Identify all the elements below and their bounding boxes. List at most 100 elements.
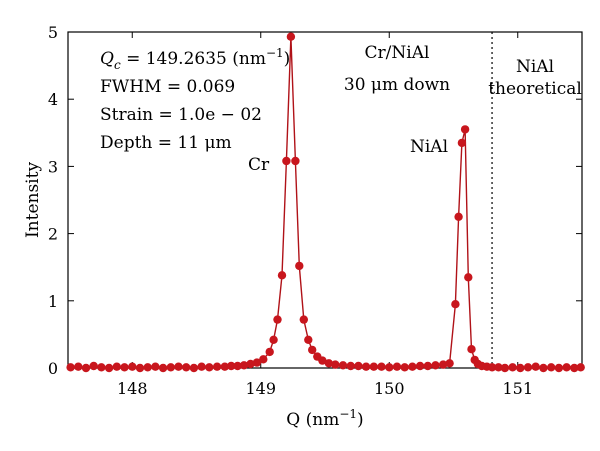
data-point [151, 362, 160, 371]
data-point [467, 345, 476, 354]
data-point [354, 361, 363, 371]
data-point [562, 363, 571, 372]
x-tick-label: 151 [502, 379, 533, 398]
annotation-qc-value: = 149.2635 (nm [121, 49, 266, 69]
data-point [464, 273, 473, 282]
annotation-qc-label: Q [100, 49, 114, 69]
data-point [369, 362, 378, 371]
data-point [128, 362, 137, 371]
data-point [197, 362, 206, 371]
annotation-qc: Qc = 149.2635 (nm−1) [100, 46, 290, 72]
data-point [408, 362, 417, 371]
data-point [239, 361, 249, 370]
data-point [539, 363, 548, 373]
annotation-crnial-line2: 30 μm down [344, 75, 450, 95]
data-point [259, 355, 268, 364]
y-tick-label: 0 [48, 359, 58, 378]
data-point [304, 335, 313, 344]
data-point [97, 363, 106, 372]
data-point [273, 315, 282, 324]
data-point [385, 363, 394, 372]
data-point [135, 363, 145, 373]
data-point [269, 335, 278, 344]
data-point [233, 361, 242, 371]
data-point [277, 271, 287, 280]
annotation-nial: NiAl [410, 137, 448, 157]
annotation-strain: Strain = 1.0e − 02 [100, 105, 262, 125]
data-point [494, 363, 503, 372]
data-point [158, 363, 168, 373]
y-tick-label: 4 [48, 90, 58, 109]
data-point [299, 315, 308, 324]
data-point [74, 362, 83, 371]
data-point [212, 362, 222, 371]
data-point [66, 363, 75, 372]
data-point [291, 156, 300, 166]
data-point [554, 363, 564, 373]
data-point [346, 361, 355, 371]
data-point [120, 363, 129, 372]
annotation-qc-sub: c [114, 58, 121, 72]
data-point [246, 359, 255, 369]
data-point [282, 156, 291, 166]
data-point [451, 300, 460, 309]
data-point [89, 361, 98, 371]
annotation-depth: Depth = 11 μm [100, 133, 232, 153]
annotation-fwhm: FWHM = 0.069 [100, 77, 235, 97]
data-point [361, 362, 371, 371]
data-point [174, 362, 183, 371]
data-point [415, 361, 425, 371]
data-point [531, 362, 540, 371]
data-point [392, 362, 402, 371]
data-point [104, 363, 114, 373]
data-point [400, 363, 409, 372]
x-axis-title-sup: −1 [339, 407, 357, 421]
data-point [182, 363, 191, 372]
data-points [66, 32, 585, 373]
data-point [570, 363, 579, 373]
data-point [439, 360, 448, 369]
annotation-theory-line2: theoretical [488, 79, 582, 99]
x-axis-title-text: Q (nm [286, 410, 339, 430]
y-tick-label: 2 [48, 225, 58, 244]
data-point [523, 363, 533, 372]
data-point [205, 363, 214, 372]
x-axis-title-close: ) [357, 410, 364, 430]
data-point [318, 356, 327, 365]
data-point [500, 363, 510, 373]
annotation-crnial-line1: Cr/NiAl [365, 43, 430, 63]
data-point [338, 361, 348, 370]
annotation-cr: Cr [248, 155, 270, 175]
data-point [252, 358, 262, 367]
y-axis-title: Intensity [23, 162, 43, 238]
annotation-theory-line1: NiAl [516, 57, 554, 77]
y-tick-label: 3 [48, 157, 58, 176]
data-point [308, 345, 317, 355]
data-point [189, 363, 199, 373]
plot-frame [67, 31, 583, 369]
data-point [295, 261, 304, 271]
data-point [286, 32, 296, 41]
annotation-qc-sup: −1 [266, 46, 284, 60]
data-point [454, 212, 463, 221]
data-point [457, 138, 467, 148]
data-point [166, 363, 175, 372]
data-point [227, 361, 236, 371]
x-tick-label: 150 [374, 379, 405, 398]
data-point [265, 347, 274, 357]
data-point [220, 362, 229, 371]
data-point [423, 361, 432, 371]
data-point [431, 361, 440, 370]
data-point [508, 363, 517, 372]
x-tick-label: 148 [117, 379, 148, 398]
data-point [460, 125, 470, 134]
annotation-qc-close: ) [284, 49, 291, 69]
x-tick-label: 149 [245, 379, 276, 398]
y-tick-label: 5 [48, 23, 58, 42]
data-point [81, 363, 91, 373]
data-point [516, 363, 525, 373]
data-point [331, 360, 340, 369]
data-point [445, 359, 454, 368]
y-tick-label: 1 [48, 292, 58, 311]
x-axis-title: Q (nm−1) [286, 407, 363, 430]
